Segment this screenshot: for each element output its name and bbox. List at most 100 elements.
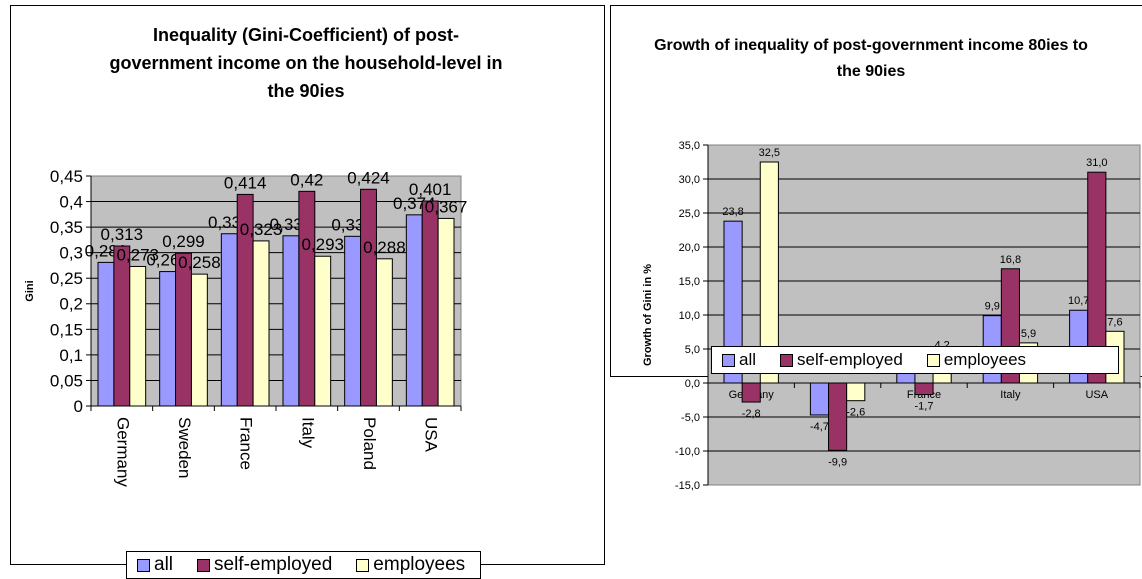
y-tick-label: 0,35 [50, 218, 83, 237]
bar-all [159, 271, 177, 407]
y-tick-label: 0,2 [59, 295, 83, 314]
legend-label-employees: employees [373, 554, 466, 575]
bar-self-employed [421, 200, 439, 407]
growth-chart-svg: -15,0 -10,0 -5,0 0,0 5,0 10,0 15,0 20,0 25,0 30,0… [642, 140, 1141, 492]
bar-employees [375, 258, 393, 407]
bar-self-employed [741, 382, 761, 403]
legend-label-all: all [154, 554, 174, 575]
chart-legend: all self-employed employees [126, 551, 481, 579]
data-label-self-employed: 0,401 [409, 180, 452, 199]
x-category-label: USA [422, 417, 441, 453]
bar-all [809, 382, 830, 416]
legend-swatch-all [137, 558, 150, 572]
legend-item-all: all [722, 350, 756, 370]
data-label-self-employed: 31,0 [1086, 157, 1107, 169]
y-tick-label: 20,0 [679, 242, 700, 254]
legend-item-self-employed: self-employed [780, 350, 903, 370]
data-label-self-employed: -9,9 [828, 456, 847, 468]
chart-title: Inequality (Gini-Coefficient) of post-go… [109, 25, 503, 101]
y-tick-label: 0,0 [685, 378, 700, 390]
x-category-label: USA [1085, 389, 1108, 401]
y-tick-label: 0 [74, 397, 83, 416]
bar-all [220, 233, 238, 407]
data-label-employees: 0,273 [116, 245, 159, 264]
chart-title: Growth of inequality of post-government … [654, 37, 1088, 80]
legend-swatch-self-employed [197, 558, 211, 572]
bar-employees [759, 161, 779, 384]
data-label-employees: 0,367 [425, 197, 468, 216]
data-label-all: -4,7 [810, 421, 829, 433]
data-label-employees: 5,9 [1021, 328, 1036, 340]
bar-employees [190, 273, 208, 407]
data-label-self-employed: 16,8 [1000, 254, 1021, 266]
data-label-all: 9,9 [985, 301, 1000, 313]
y-tick-label: 10,0 [679, 310, 700, 322]
bar-all [282, 235, 300, 407]
y-tick-label: 0,1 [59, 346, 83, 365]
y-tick-label: 5,0 [685, 344, 700, 356]
gini-chart-panel: Inequality (Gini-Coefficient) of post-go… [10, 5, 605, 579]
legend-label-all: all [739, 350, 757, 369]
data-label-all: 23,8 [722, 206, 743, 218]
y-tick-label: 30,0 [679, 174, 700, 186]
bar-employees [252, 240, 270, 407]
y-tick-label: 15,0 [679, 276, 700, 288]
bar-all [97, 261, 115, 407]
plot-area [90, 175, 462, 407]
bar-self-employed [298, 190, 316, 407]
data-label-self-employed: 0,414 [224, 173, 267, 192]
y-axis-title: Gini [24, 280, 36, 301]
bar-self-employed [914, 382, 934, 396]
x-category-label: Poland [360, 417, 379, 470]
x-category-label: Germany [113, 417, 132, 487]
legend-item-employees: employees [356, 554, 465, 576]
data-label-employees: 32,5 [759, 147, 780, 159]
legend-swatch-employees [926, 353, 940, 367]
data-label-self-employed: 0,424 [347, 168, 390, 187]
bar-employees [437, 217, 455, 407]
legend-item-employees: employees [926, 350, 1027, 370]
data-label-employees: 0,293 [301, 235, 344, 254]
bar-self-employed [1087, 171, 1107, 384]
bar-employees [846, 382, 866, 402]
y-tick-label: 0,05 [50, 371, 83, 390]
data-label-employees: 0,288 [363, 238, 406, 257]
bar-all [344, 235, 362, 407]
y-tick-label: -15,0 [675, 480, 700, 492]
legend-swatch-employees [356, 558, 370, 572]
legend-label-employees: employees [943, 350, 1027, 369]
legend-label-self-employed: self-employed [214, 554, 333, 575]
y-tick-label: -10,0 [675, 446, 700, 458]
data-label-self-employed: 0,42 [290, 170, 323, 189]
data-label-employees: 0,323 [240, 220, 283, 239]
data-label-all: 10,7 [1068, 295, 1089, 307]
data-label-self-employed: -1,7 [915, 401, 934, 413]
bar-employees [129, 265, 147, 407]
x-category-label: France [237, 417, 256, 470]
legend-item-all: all [137, 554, 173, 576]
data-label-self-employed: 0,299 [162, 232, 205, 251]
legend-swatch-all [722, 353, 735, 367]
y-tick-label: 0,45 [50, 167, 83, 186]
legend-label-self-employed: self-employed [797, 350, 903, 369]
bar-self-employed [175, 252, 192, 407]
data-label-self-employed: -2,8 [742, 408, 761, 420]
y-tick-label: 0,25 [50, 269, 83, 288]
bar-self-employed [360, 188, 377, 407]
bar-self-employed [828, 382, 848, 451]
y-tick-label: 0,15 [50, 320, 83, 339]
data-label-employees: 0,258 [178, 253, 221, 272]
chart-legend: all self-employed employees [711, 346, 1119, 374]
data-label-employees: 7,6 [1107, 316, 1122, 328]
y-tick-label: 0,4 [59, 193, 83, 212]
bar-self-employed [113, 245, 131, 407]
bar-employees [314, 255, 332, 407]
data-label-employees: -2,6 [846, 407, 865, 419]
y-tick-label: 35,0 [679, 140, 700, 152]
x-category-label: Italy [1000, 389, 1021, 401]
legend-item-self-employed: self-employed [197, 554, 332, 576]
y-tick-label: -5,0 [681, 412, 700, 424]
y-axis-title: Growth of Gini in % [642, 264, 654, 366]
y-tick-label: 25,0 [679, 208, 700, 220]
bar-all [405, 214, 423, 407]
